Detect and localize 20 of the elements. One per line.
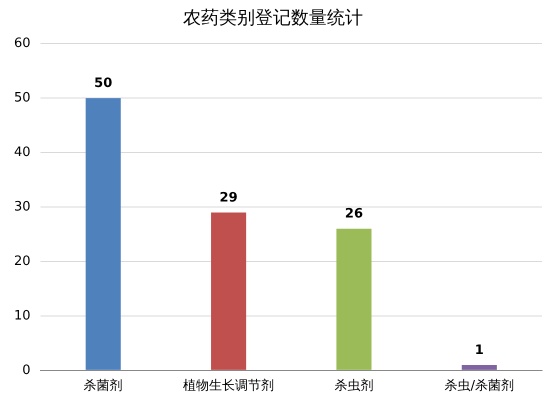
- x-tick-label: 植物生长调节剂: [183, 378, 274, 394]
- bar: [462, 364, 497, 370]
- bar: [211, 212, 246, 370]
- data-label: 29: [220, 190, 238, 206]
- data-label: 50: [94, 76, 112, 91]
- data-label: 1: [474, 342, 484, 358]
- x-tick-label: 杀虫/杀菌剂: [444, 378, 514, 394]
- y-tick-label: 0: [22, 362, 31, 378]
- y-tick-label: 60: [14, 36, 31, 51]
- y-tick-label: 40: [14, 144, 31, 160]
- data-label: 26: [344, 206, 363, 222]
- y-tick-label: 50: [14, 90, 31, 106]
- bar: [336, 228, 372, 370]
- y-tick-label: 20: [14, 254, 31, 269]
- chart-title: 农药类别登记数量统计: [183, 7, 363, 28]
- x-tick-label: 杀虫剂: [334, 378, 374, 394]
- bar: [86, 98, 121, 370]
- y-tick-label: 10: [14, 308, 31, 324]
- x-tick-label: 杀菌剂: [84, 378, 123, 394]
- y-tick-label: 30: [14, 199, 31, 214]
